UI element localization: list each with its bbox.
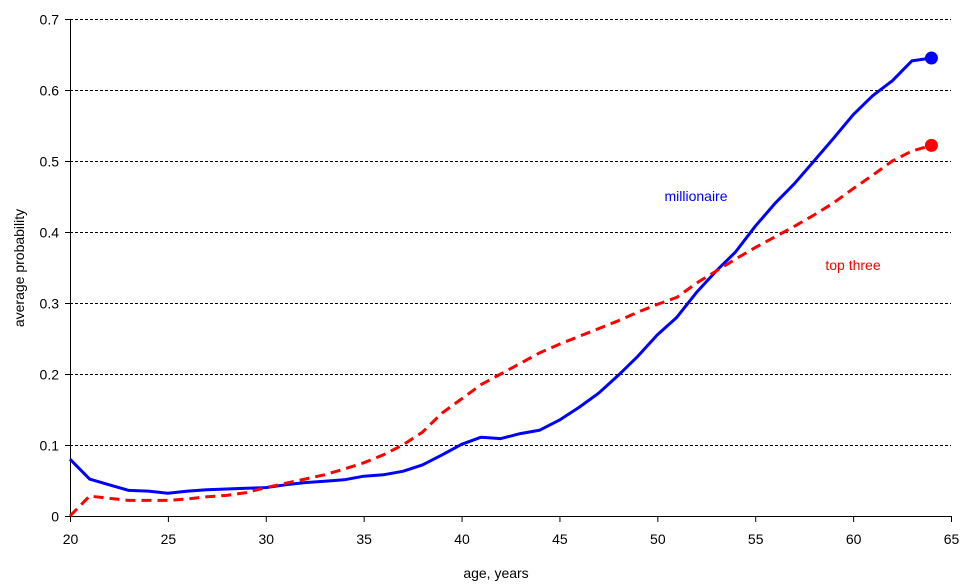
x-tick-label: 50: [650, 531, 666, 547]
x-tick-label: 40: [454, 531, 470, 547]
x-tick-label: 45: [552, 531, 568, 547]
x-tick-label: 65: [944, 531, 960, 547]
gridlines: [70, 19, 951, 446]
y-tick-label: 0.7: [40, 12, 60, 28]
end-marker-top-three: [924, 138, 938, 152]
series-line-millionaire: [68, 56, 932, 495]
series-lines: [68, 51, 938, 518]
x-tick-label: 20: [63, 531, 79, 547]
x-tick-label: 60: [846, 531, 862, 547]
x-tick-labels: 20 25 30 35 40 45 50 55 60 65: [63, 531, 960, 547]
y-axis-title: average probability: [11, 209, 27, 327]
y-tick-labels: 0 0.1 0.2 0.3 0.4 0.5 0.6 0.7: [40, 12, 60, 525]
y-tick-label: 0.2: [40, 367, 60, 383]
y-tick-label: 0.5: [40, 154, 60, 170]
x-axis-title: age, years: [463, 565, 528, 581]
series-label-top-three: top three: [825, 257, 880, 273]
series-label-millionaire: millionaire: [664, 188, 727, 204]
y-tick-label: 0.6: [40, 83, 60, 99]
x-tick-label: 25: [161, 531, 177, 547]
y-tick-label: 0.3: [40, 296, 60, 312]
x-tick-label: 35: [356, 531, 372, 547]
y-tick-label: 0.1: [40, 438, 60, 454]
y-tick-label: 0: [51, 509, 59, 525]
series-line-top-three: [68, 143, 932, 518]
axes: [65, 19, 952, 522]
x-tick-label: 55: [748, 531, 764, 547]
x-tick-label: 30: [258, 531, 274, 547]
end-marker-millionaire: [924, 51, 938, 65]
y-tick-label: 0.4: [40, 225, 60, 241]
